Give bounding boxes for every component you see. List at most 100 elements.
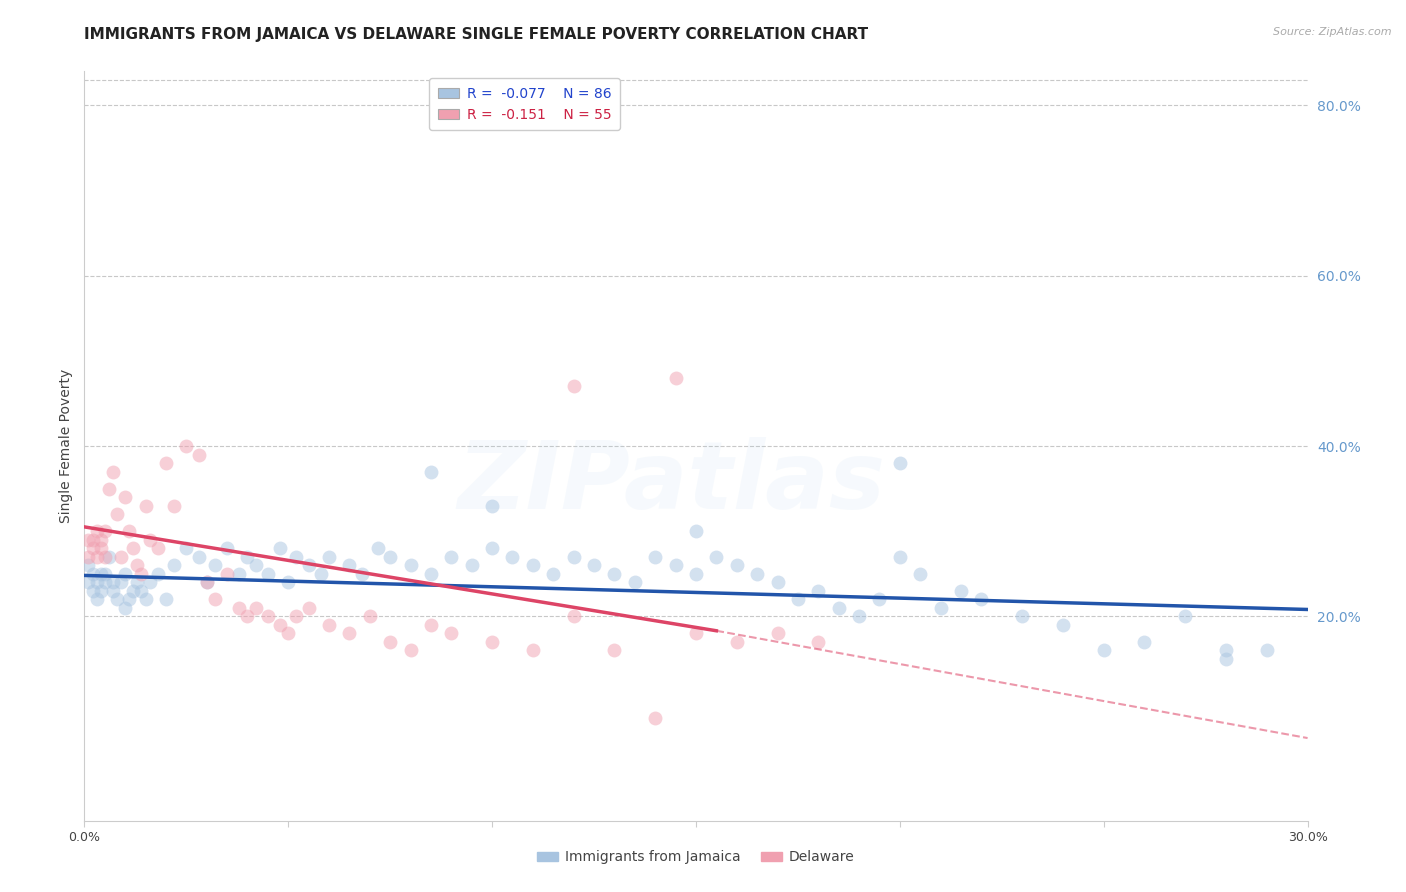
Point — [440, 549, 463, 564]
Point — [269, 541, 291, 556]
Point — [665, 371, 688, 385]
Point — [118, 524, 141, 538]
Point — [481, 635, 503, 649]
Point — [82, 541, 104, 556]
Point — [82, 533, 104, 547]
Point — [562, 609, 585, 624]
Point — [603, 566, 626, 581]
Point — [461, 558, 484, 573]
Point — [135, 499, 157, 513]
Point — [155, 456, 177, 470]
Point — [502, 549, 524, 564]
Point — [298, 600, 321, 615]
Point — [1133, 635, 1156, 649]
Point — [93, 549, 115, 564]
Point — [77, 558, 100, 573]
Point — [204, 558, 226, 573]
Point — [380, 635, 402, 649]
Point — [101, 465, 124, 479]
Point — [725, 558, 748, 573]
Point — [131, 583, 153, 598]
Point — [195, 575, 218, 590]
Point — [543, 566, 565, 581]
Point — [245, 558, 267, 573]
Point — [245, 600, 267, 615]
Point — [138, 533, 160, 547]
Point — [97, 549, 120, 564]
Point — [583, 558, 606, 573]
Point — [420, 465, 443, 479]
Point — [440, 626, 463, 640]
Point — [685, 626, 707, 640]
Point — [97, 482, 120, 496]
Point — [562, 379, 585, 393]
Point — [204, 592, 226, 607]
Text: IMMIGRANTS FROM JAMAICA VS DELAWARE SINGLE FEMALE POVERTY CORRELATION CHART: IMMIGRANTS FROM JAMAICA VS DELAWARE SING… — [84, 27, 869, 42]
Point — [828, 600, 851, 615]
Point — [217, 541, 239, 556]
Point — [309, 566, 332, 581]
Point — [174, 541, 197, 556]
Point — [118, 592, 141, 607]
Point — [285, 609, 308, 624]
Point — [1215, 643, 1237, 657]
Point — [77, 575, 100, 590]
Point — [725, 635, 748, 649]
Point — [359, 609, 381, 624]
Point — [1011, 609, 1033, 624]
Point — [644, 549, 666, 564]
Point — [807, 635, 830, 649]
Point — [228, 600, 250, 615]
Point — [766, 575, 789, 590]
Point — [277, 626, 299, 640]
Point — [217, 566, 239, 581]
Point — [155, 592, 177, 607]
Point — [685, 566, 707, 581]
Point — [257, 566, 280, 581]
Point — [318, 549, 340, 564]
Point — [522, 558, 544, 573]
Point — [910, 566, 932, 581]
Point — [420, 617, 443, 632]
Point — [522, 643, 544, 657]
Point — [665, 558, 688, 573]
Point — [624, 575, 647, 590]
Point — [110, 549, 132, 564]
Point — [90, 566, 112, 581]
Point — [174, 439, 197, 453]
Point — [869, 592, 891, 607]
Point — [1256, 643, 1278, 657]
Point — [481, 541, 503, 556]
Point — [195, 575, 218, 590]
Y-axis label: Single Female Poverty: Single Female Poverty — [59, 369, 73, 523]
Point — [848, 609, 870, 624]
Point — [77, 533, 100, 547]
Point — [889, 456, 911, 470]
Point — [929, 600, 952, 615]
Point — [93, 566, 115, 581]
Point — [1215, 652, 1237, 666]
Point — [1174, 609, 1197, 624]
Point — [970, 592, 993, 607]
Point — [603, 643, 626, 657]
Point — [257, 609, 280, 624]
Point — [236, 549, 259, 564]
Point — [277, 575, 299, 590]
Text: ZIPatlas: ZIPatlas — [457, 437, 886, 530]
Point — [110, 575, 132, 590]
Point — [105, 592, 128, 607]
Point — [127, 558, 149, 573]
Point — [187, 549, 209, 564]
Point — [187, 448, 209, 462]
Point — [114, 566, 136, 581]
Point — [163, 499, 186, 513]
Point — [399, 558, 422, 573]
Point — [766, 626, 789, 640]
Point — [339, 626, 361, 640]
Point — [86, 549, 108, 564]
Point — [101, 575, 124, 590]
Point — [399, 643, 422, 657]
Point — [90, 533, 112, 547]
Point — [114, 600, 136, 615]
Point — [82, 583, 104, 598]
